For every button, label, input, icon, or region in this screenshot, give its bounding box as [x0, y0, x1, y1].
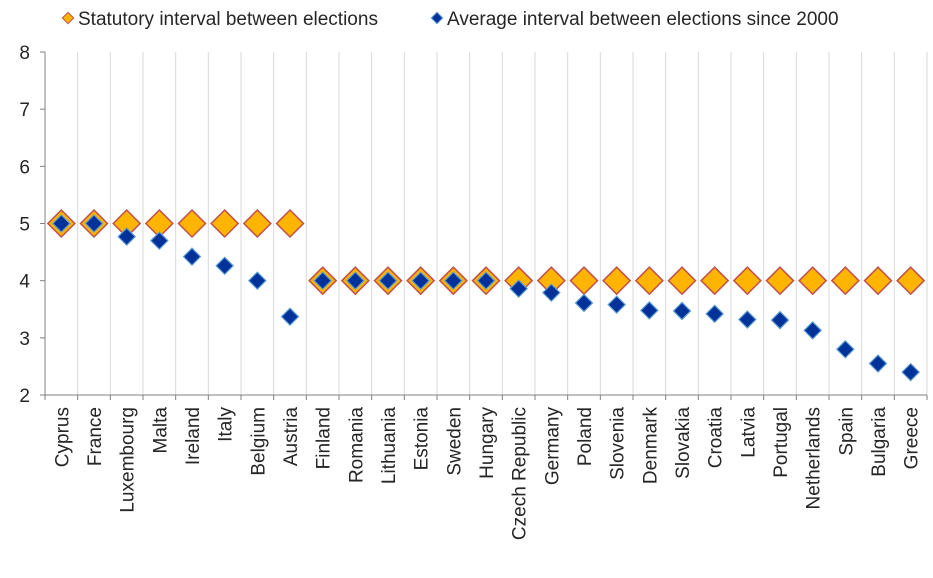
data-point	[215, 256, 235, 276]
x-tick-label: Cyprus	[52, 407, 73, 467]
data-point	[541, 283, 561, 303]
data-point	[182, 247, 202, 267]
x-axis: Cyprus France Luxembourg Malta Ireland Italy B…	[44, 394, 928, 540]
data-point	[896, 266, 926, 296]
data-point	[765, 266, 795, 296]
legend-item-average: Average interval between elections since…	[430, 9, 839, 30]
y-tick-label: 8	[19, 43, 30, 64]
x-tick-label: Greece	[902, 407, 923, 469]
data-point	[639, 301, 659, 320]
data-point	[84, 214, 104, 233]
x-tick-label: Ireland	[183, 407, 204, 465]
data-point	[476, 271, 496, 291]
data-point	[443, 271, 463, 291]
legend-marker-average	[430, 11, 444, 25]
x-tick-label: Germany	[542, 407, 563, 486]
data-point	[509, 279, 529, 299]
data-point	[672, 301, 692, 321]
legend: Statutory interval between elections Ave…	[61, 9, 839, 30]
x-tick-label: Hungary	[477, 407, 498, 479]
x-tick-label: Slovakia	[673, 407, 694, 479]
x-tick-label: Croatia	[706, 407, 727, 469]
legend-label-average: Average interval between elections since…	[447, 9, 839, 30]
data-point	[149, 231, 169, 250]
y-tick-label: 5	[19, 215, 30, 236]
data-point	[275, 208, 305, 239]
data-point	[737, 310, 757, 329]
data-point	[280, 307, 300, 327]
data-point	[770, 310, 790, 330]
x-tick-label: Slovenia	[608, 407, 629, 480]
x-tick-label: Luxembourg	[118, 407, 139, 513]
x-tick-label: Romania	[346, 407, 367, 483]
series-average-interval	[51, 214, 921, 382]
y-tick-label: 4	[19, 272, 30, 293]
x-tick-label: Poland	[575, 407, 596, 466]
data-point	[117, 227, 137, 246]
data-point	[378, 271, 398, 291]
data-point	[705, 304, 725, 324]
data-point	[901, 362, 921, 382]
x-tick-label: Malta	[150, 407, 171, 454]
data-point	[863, 266, 893, 296]
data-point	[602, 266, 632, 296]
x-tick-label: France	[85, 407, 106, 466]
legend-marker-statutory	[61, 11, 75, 25]
legend-item-statutory: Statutory interval between elections	[61, 9, 378, 30]
x-tick-label: Spain	[836, 407, 857, 456]
y-tick-label: 6	[19, 157, 30, 178]
data-point	[574, 293, 594, 313]
data-point	[569, 266, 599, 296]
x-tick-label: Austria	[281, 407, 302, 467]
data-point	[868, 354, 888, 373]
y-tick-label: 3	[19, 329, 30, 350]
data-point	[411, 271, 431, 291]
x-tick-label: Latvia	[738, 407, 759, 458]
y-tick-label: 2	[19, 386, 30, 407]
x-tick-label: Netherlands	[804, 407, 825, 509]
x-tick-label: Finland	[314, 407, 335, 469]
data-point	[830, 266, 860, 296]
data-point	[242, 208, 272, 239]
data-point	[667, 266, 697, 296]
x-tick-label: Czech Republic	[510, 407, 531, 540]
legend-label-statutory: Statutory interval between elections	[78, 9, 378, 30]
data-point	[803, 321, 823, 340]
x-tick-label: Estonia	[412, 407, 433, 471]
y-axis: 2 3 4 5 6 7 8	[19, 43, 46, 407]
x-tick-label: Belgium	[248, 407, 269, 476]
x-tick-label: Portugal	[771, 407, 792, 478]
data-point	[345, 271, 365, 291]
data-point	[700, 266, 730, 296]
data-point	[210, 208, 240, 239]
x-tick-label: Bulgaria	[869, 407, 890, 477]
gridlines	[77, 52, 928, 395]
data-point	[177, 208, 207, 239]
data-point	[835, 339, 855, 359]
data-point	[607, 295, 627, 315]
data-point	[798, 266, 828, 296]
data-point	[634, 266, 664, 296]
x-tick-label: Sweden	[444, 407, 465, 476]
data-point	[732, 266, 762, 296]
x-tick-label: Denmark	[640, 407, 661, 485]
data-point	[247, 271, 267, 291]
x-tick-label: Lithuania	[379, 407, 400, 485]
data-point	[313, 271, 333, 291]
data-point	[51, 214, 71, 233]
y-tick-label: 7	[19, 100, 30, 121]
x-tick-label: Italy	[216, 407, 237, 442]
